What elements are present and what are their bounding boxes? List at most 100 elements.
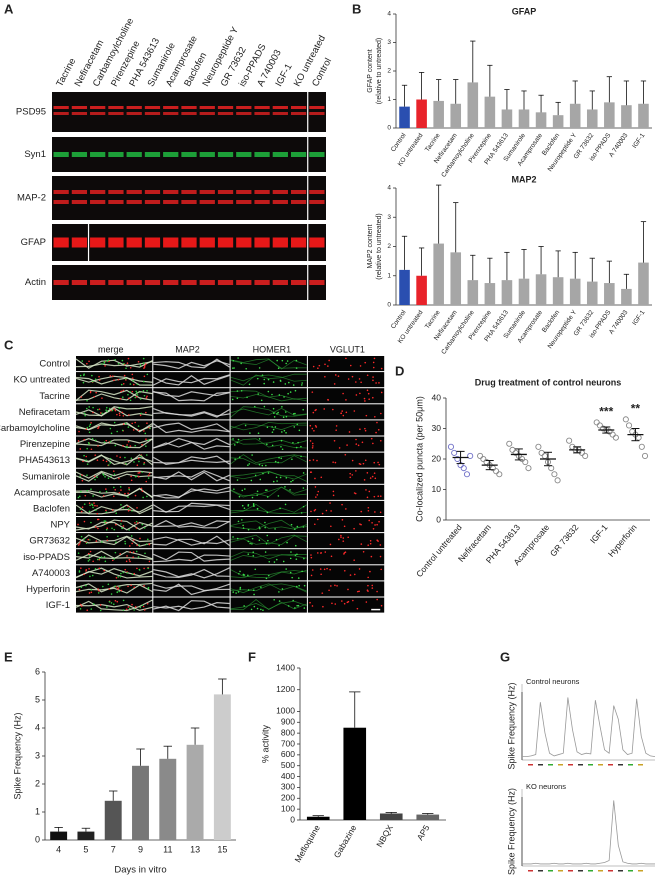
event-marker <box>578 764 583 766</box>
puncta <box>364 459 367 462</box>
puncta <box>295 359 298 362</box>
puncta <box>120 523 122 525</box>
data-point <box>551 471 558 478</box>
puncta <box>377 461 379 464</box>
puncta <box>133 572 136 575</box>
puncta <box>140 412 143 415</box>
data-point <box>582 452 589 460</box>
puncta <box>267 539 269 542</box>
puncta <box>300 445 302 448</box>
puncta <box>111 509 114 511</box>
puncta <box>276 413 278 415</box>
dendrite <box>75 390 153 401</box>
puncta <box>378 382 380 384</box>
puncta <box>111 559 114 562</box>
puncta <box>272 428 275 431</box>
puncta <box>271 444 274 447</box>
puncta <box>91 438 94 440</box>
puncta <box>134 606 137 608</box>
puncta <box>380 367 383 370</box>
puncta <box>343 525 346 528</box>
dendrite <box>75 536 153 547</box>
bar <box>484 283 496 305</box>
puncta <box>314 486 317 488</box>
puncta <box>244 488 246 490</box>
puncta <box>366 389 369 392</box>
bar <box>306 816 330 820</box>
puncta <box>91 504 94 506</box>
puncta <box>242 527 245 529</box>
puncta <box>86 362 88 365</box>
puncta <box>132 429 135 431</box>
error-bar <box>401 235 408 270</box>
micrograph-cell <box>75 517 153 533</box>
band <box>53 200 69 204</box>
cell-background <box>230 356 307 372</box>
column-header: VGLUT1 <box>330 344 365 354</box>
puncta <box>369 540 372 542</box>
error-bar <box>136 748 145 766</box>
bar <box>484 96 496 128</box>
data-point <box>467 452 474 460</box>
x-tick-label: 11 <box>163 844 172 854</box>
y-tick-label: 4 <box>35 722 40 732</box>
puncta <box>143 394 146 397</box>
bar <box>399 269 410 305</box>
puncta <box>232 367 234 369</box>
puncta <box>259 478 262 481</box>
puncta <box>285 362 287 365</box>
puncta <box>129 383 132 385</box>
event-marker <box>538 870 543 872</box>
puncta <box>113 379 115 382</box>
puncta <box>277 461 279 464</box>
puncta <box>77 523 79 526</box>
error-bar <box>623 80 630 106</box>
puncta <box>146 602 149 605</box>
bar <box>467 280 479 305</box>
row-label: A740003 <box>32 568 70 579</box>
dendrite <box>75 519 153 531</box>
puncta <box>370 555 373 558</box>
puncta <box>317 490 320 493</box>
error-bar <box>190 727 200 745</box>
dendrite <box>230 439 308 445</box>
puncta <box>129 399 132 402</box>
y-tick-label: 3 <box>387 214 391 221</box>
dendrite <box>75 405 153 417</box>
puncta <box>298 584 300 587</box>
puncta <box>312 445 314 447</box>
puncta <box>316 518 319 521</box>
puncta <box>261 464 264 467</box>
puncta <box>342 392 344 395</box>
puncta <box>275 538 278 541</box>
puncta <box>112 470 115 472</box>
puncta <box>266 496 269 498</box>
puncta <box>90 591 93 594</box>
puncta <box>281 448 284 451</box>
puncta <box>137 472 140 474</box>
band <box>290 106 307 109</box>
puncta <box>239 588 241 590</box>
puncta <box>114 409 117 412</box>
puncta <box>311 427 314 430</box>
puncta <box>342 537 345 539</box>
bar <box>552 115 564 128</box>
puncta <box>367 544 370 546</box>
micrograph-cell <box>153 597 230 613</box>
micrograph-cell <box>75 500 153 516</box>
puncta <box>102 495 105 497</box>
puncta <box>122 609 125 611</box>
puncta <box>135 520 138 523</box>
dendrite <box>153 437 230 449</box>
puncta <box>367 576 369 579</box>
puncta <box>127 509 130 512</box>
puncta <box>102 474 105 476</box>
puncta <box>115 541 117 543</box>
micrograph-cell <box>307 597 385 613</box>
micrograph-cell <box>230 549 307 565</box>
puncta <box>92 495 94 497</box>
puncta <box>105 460 108 463</box>
column-header: merge <box>98 344 124 354</box>
puncta <box>289 391 292 393</box>
puncta <box>364 400 366 402</box>
